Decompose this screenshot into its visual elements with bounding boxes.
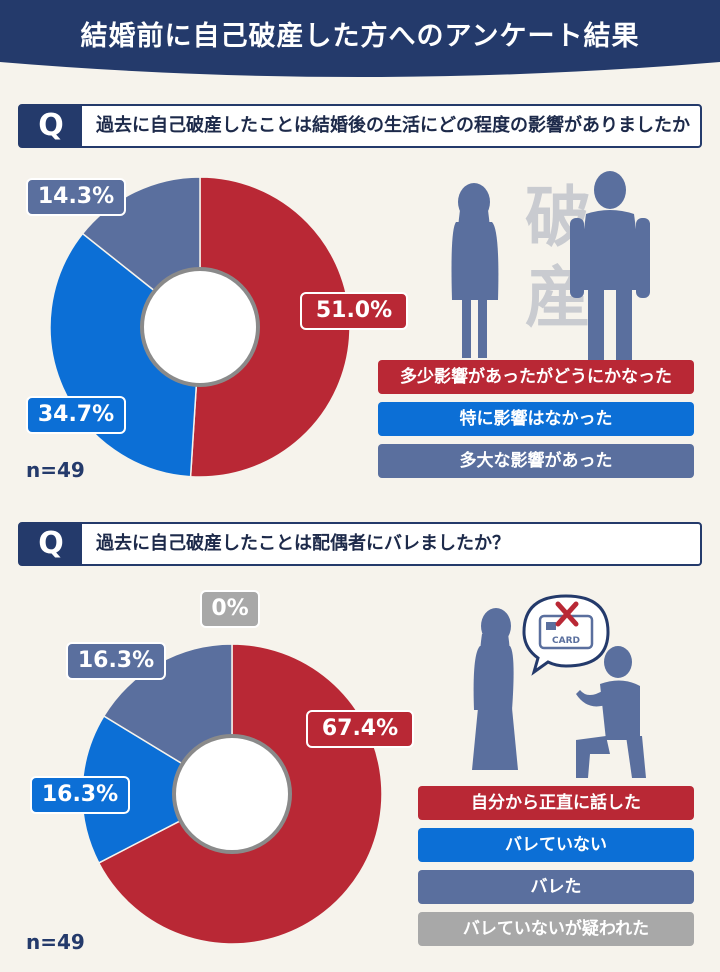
couple-illustration: 破 産 [451,171,650,360]
chart2-center-hole [172,734,292,854]
confession-illustration: CARD [472,594,646,778]
chart1-center-hole [140,267,260,387]
chart2-sample-size: n=49 [26,930,85,954]
question-1-text: 過去に自己破産したことは結婚後の生活にどの程度の影響がありましたか [96,115,690,136]
chart1-legend-item-2: 特に影響はなかった [378,402,694,436]
chart2-label-slice-3: 16.3% [66,642,166,680]
chart2-label-slice-2: 16.3% [30,776,130,814]
card-bubble-icon: CARD [522,594,610,676]
chart2-legend-item-1: 自分から正直に話した [418,786,694,820]
chart2-label-slice-4: 0% [200,590,260,628]
page-title: 結婚前に自己破産した方へのアンケート結果 [80,21,640,52]
question-1-bar: Q 過去に自己破産したことは結婚後の生活にどの程度の影響がありましたか [18,104,702,148]
title-banner [0,0,720,77]
chart1-label-slice-2: 34.7% [26,396,126,434]
chart2-legend-item-3: バレた [418,870,694,904]
standing-woman-silhouette-icon [472,608,518,770]
chart1-label-slice-1: 51.0% [300,292,408,330]
man-silhouette-icon [570,171,650,360]
chart2-legend-item-2: バレていない [418,828,694,862]
chart1-legend-item-3: 多大な影響があった [378,444,694,478]
chart1-label-slice-3: 14.3% [26,178,126,216]
chart2-label-slice-1: 67.4% [306,710,414,748]
kneeling-man-silhouette-icon [576,646,646,778]
question-1-mark: Q [20,106,82,146]
question-2-text: 過去に自己破産したことは配偶者にバレましたか？ [96,533,510,554]
chart2-legend-item-4: バレていないが疑われた [418,912,694,946]
chart1-legend-item-1: 多少影響があったがどうにかなった [378,360,694,394]
woman-silhouette-icon [451,183,499,358]
card-text: CARD [552,636,580,646]
question-2-mark: Q [20,524,82,564]
chart1-sample-size: n=49 [26,458,85,482]
question-2-bar: Q 過去に自己破産したことは配偶者にバレましたか？ [18,522,702,566]
